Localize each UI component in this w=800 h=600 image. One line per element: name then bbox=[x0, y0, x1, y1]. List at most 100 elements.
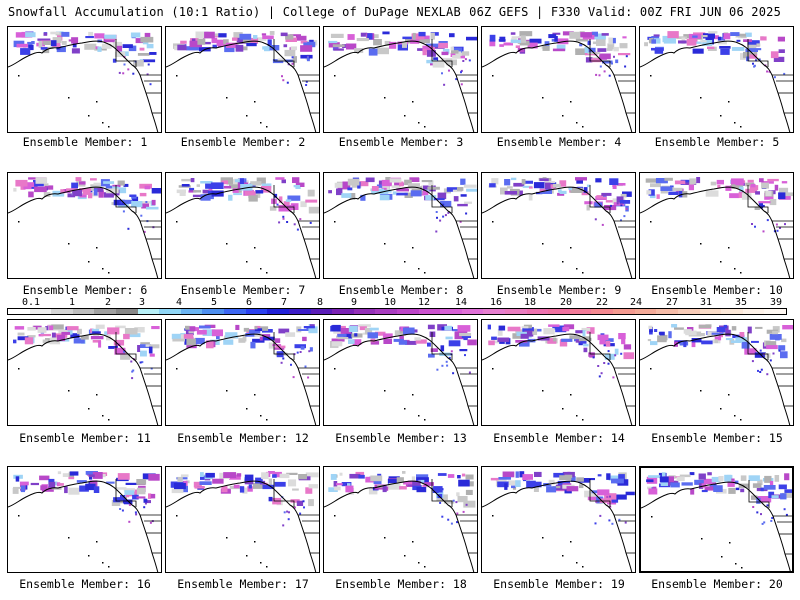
island bbox=[260, 415, 262, 417]
island bbox=[741, 567, 743, 569]
snowfall-blob bbox=[602, 60, 613, 64]
snowfall-blob bbox=[432, 487, 439, 493]
snowfall-blob bbox=[331, 325, 339, 331]
island bbox=[570, 247, 572, 249]
snowfall-blob bbox=[603, 362, 606, 364]
island bbox=[418, 122, 420, 124]
snowfall-blob bbox=[752, 62, 754, 65]
snowfall-blob bbox=[703, 478, 716, 485]
snowfall-blob bbox=[112, 186, 119, 189]
island bbox=[424, 419, 426, 421]
colorbar-swatch bbox=[375, 309, 397, 314]
snowfall-blob bbox=[89, 476, 93, 480]
colorbar-tick-label: 9 bbox=[350, 297, 358, 308]
colorbar-swatch bbox=[764, 309, 786, 314]
snowfall-blob bbox=[113, 497, 121, 503]
snowfall-blob bbox=[242, 487, 248, 494]
snowfall-blob bbox=[457, 325, 471, 332]
ensemble-member-label: Ensemble Member: 13 bbox=[335, 431, 467, 445]
snowfall-blob bbox=[723, 33, 731, 40]
snowfall-blob bbox=[358, 324, 371, 327]
snowfall-blob bbox=[349, 193, 356, 200]
snowfall-blob bbox=[658, 331, 665, 335]
snowfall-blob bbox=[618, 53, 631, 56]
island bbox=[576, 415, 578, 417]
snowfall-blob bbox=[91, 328, 100, 333]
snowfall-blob bbox=[740, 53, 746, 60]
snowfall-blob bbox=[244, 191, 256, 196]
snowfall-blob bbox=[261, 472, 269, 480]
island bbox=[384, 97, 386, 99]
snowfall-blob bbox=[507, 480, 517, 486]
snowfall-blob bbox=[559, 340, 568, 347]
snowfall-blob bbox=[290, 46, 297, 51]
snowfall-blob bbox=[145, 344, 152, 347]
snowfall-blob bbox=[89, 480, 98, 487]
snowfall-blob bbox=[177, 44, 187, 51]
snowfall-blob bbox=[291, 62, 294, 65]
snowfall-blob bbox=[85, 36, 94, 39]
coastline bbox=[166, 480, 317, 572]
snowfall-blob bbox=[439, 219, 442, 222]
snowfall-blob bbox=[121, 509, 124, 512]
snowfall-blob bbox=[409, 177, 420, 182]
snowfall-blob bbox=[186, 338, 196, 346]
snowfall-blob bbox=[437, 493, 443, 499]
snowfall-blob bbox=[125, 492, 130, 498]
island bbox=[734, 122, 736, 124]
snowfall-blob bbox=[268, 478, 273, 486]
island bbox=[68, 97, 70, 99]
snowfall-blob bbox=[757, 369, 759, 372]
colorbar-swatch bbox=[116, 309, 138, 314]
snowfall-blob bbox=[750, 183, 756, 188]
snowfall-blob bbox=[60, 189, 65, 194]
snowfall-blob bbox=[375, 331, 386, 336]
snowfall-blob bbox=[277, 58, 285, 61]
island bbox=[582, 272, 584, 274]
snowfall-blob bbox=[275, 177, 285, 180]
snowfall-blob bbox=[254, 328, 263, 332]
island bbox=[576, 562, 578, 564]
snowfall-blob bbox=[599, 58, 602, 60]
snowfall-blob bbox=[700, 35, 708, 38]
ensemble-member-label: Ensemble Member: 4 bbox=[496, 135, 622, 149]
snowfall-blob bbox=[69, 471, 79, 476]
snowfall-blob bbox=[734, 480, 739, 485]
snowfall-blob bbox=[149, 344, 160, 349]
snowfall-blob bbox=[94, 33, 105, 39]
snowfall-blob bbox=[607, 362, 610, 365]
snowfall-blob bbox=[761, 182, 769, 189]
island bbox=[412, 247, 414, 249]
snowfall-blob bbox=[27, 327, 36, 331]
snowfall-blob bbox=[749, 185, 759, 190]
snowfall-blob bbox=[385, 177, 391, 182]
snowfall-blob bbox=[26, 182, 35, 187]
snowfall-blob bbox=[668, 331, 672, 339]
snowfall-blob bbox=[40, 333, 51, 337]
snowfall-blob bbox=[559, 190, 567, 194]
snowfall-blob bbox=[515, 480, 521, 487]
snowfall-blob bbox=[239, 178, 244, 184]
snowfall-blob bbox=[400, 326, 405, 332]
island bbox=[728, 247, 730, 249]
snowfall-blob bbox=[556, 44, 566, 51]
snowfall-blob bbox=[286, 221, 289, 223]
header: Snowfall Accumulation (10:1 Ratio) | Col… bbox=[0, 0, 800, 20]
colorbar-tick-label: 5 bbox=[210, 297, 218, 308]
snowfall-blob bbox=[683, 329, 692, 334]
snowfall-blob bbox=[609, 498, 619, 503]
snowfall-blob bbox=[426, 50, 436, 57]
colorbar-swatch bbox=[353, 309, 376, 314]
snowfall-blob bbox=[368, 48, 378, 56]
snowfall-blob bbox=[34, 186, 47, 193]
snowfall-blob bbox=[296, 351, 299, 354]
snowfall-blob bbox=[613, 202, 625, 206]
snowfall-blob bbox=[616, 196, 624, 203]
snowfall-blob bbox=[519, 40, 530, 46]
snowfall-blob bbox=[426, 43, 439, 47]
snowfall-blob bbox=[68, 476, 75, 480]
snowfall-blob bbox=[671, 187, 683, 191]
island bbox=[542, 390, 544, 392]
snowfall-blob bbox=[57, 471, 62, 475]
snowfall-blob bbox=[193, 190, 201, 193]
